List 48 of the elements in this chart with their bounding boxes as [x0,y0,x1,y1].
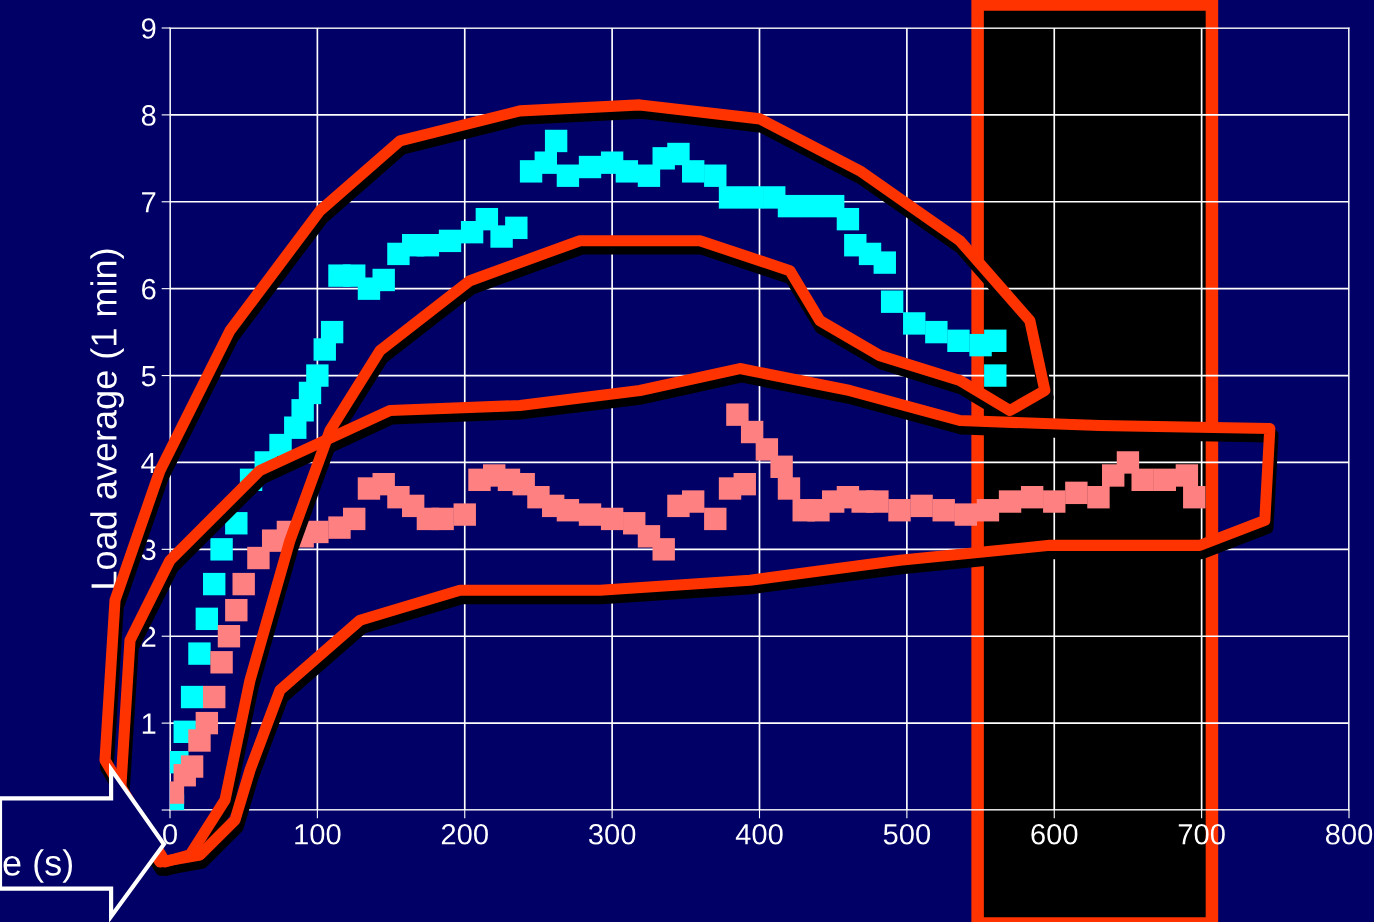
y-tick-label: 7 [142,192,156,213]
point [704,164,727,187]
point [873,251,896,274]
point [984,364,1007,387]
point [799,194,823,218]
x-tick-label: 400 [735,823,783,845]
point [718,186,742,209]
point [188,642,211,665]
x-tick-label: 800 [1325,823,1373,845]
y-tick-label: 8 [141,105,156,126]
point [777,194,801,218]
y-tick-label: 4 [141,452,156,474]
point [210,538,233,561]
point [681,160,705,183]
point [438,229,462,253]
point [836,207,860,231]
x-axis-title: e (s) [3,849,72,883]
point [556,164,580,187]
x-tick-label: 100 [295,823,341,845]
x-tick-label: 300 [588,823,636,845]
x-tick-label: 0 [163,823,177,845]
point [925,320,948,344]
y-tick-label: 9 [141,18,156,39]
point [416,234,440,257]
point [372,268,395,292]
y-axis-title: Load average (1 min) [90,249,124,588]
x-tick-label: 500 [883,823,931,845]
point [947,329,970,352]
y-tick-label: 5 [141,366,156,387]
point [880,290,904,313]
point [203,572,226,596]
point [195,607,219,631]
y-tick-label: 1 [142,713,156,734]
point [984,329,1007,352]
x-tick-label: 200 [441,823,488,845]
point [544,129,568,153]
y-tick-label: 6 [142,278,156,300]
x-tick-label: 600 [1031,823,1078,845]
point [578,155,602,179]
point [615,160,639,183]
point [180,685,204,709]
point [320,320,344,344]
point [740,186,764,209]
point [306,364,329,387]
point [534,151,557,174]
point [667,142,690,166]
point [505,216,528,240]
point [903,312,926,335]
